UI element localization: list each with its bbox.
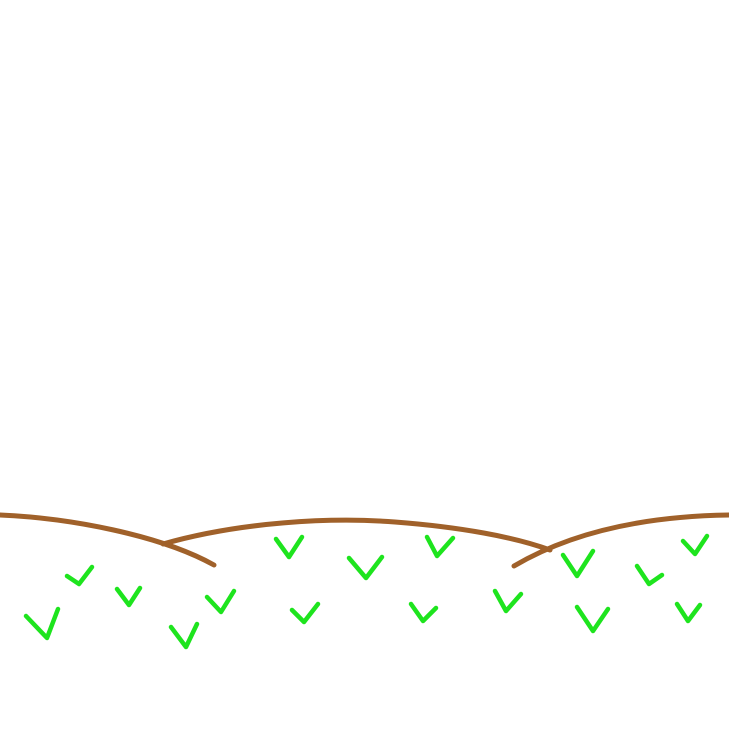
grass-tuft	[680, 533, 710, 557]
hill-right	[511, 512, 729, 569]
grass-tuft	[574, 604, 611, 634]
grass-tuft	[634, 563, 665, 587]
grass-tuft	[492, 588, 524, 614]
grass-tuft	[289, 601, 321, 625]
grass-tuft	[408, 601, 439, 624]
grass-tuft	[273, 534, 305, 560]
hill-left	[0, 512, 217, 568]
hills	[0, 512, 729, 569]
grass-tuft	[64, 564, 95, 587]
hill-middle	[160, 517, 553, 553]
grass-tufts	[23, 533, 710, 650]
grass-tuft	[424, 534, 456, 559]
grass-tuft	[168, 621, 200, 650]
grass-tuft	[204, 588, 237, 615]
grass-tuft	[23, 606, 61, 641]
grass-tuft	[560, 548, 596, 579]
grass-tuft	[346, 554, 385, 581]
grass-tuft	[674, 601, 703, 624]
grass-tuft	[114, 585, 143, 608]
